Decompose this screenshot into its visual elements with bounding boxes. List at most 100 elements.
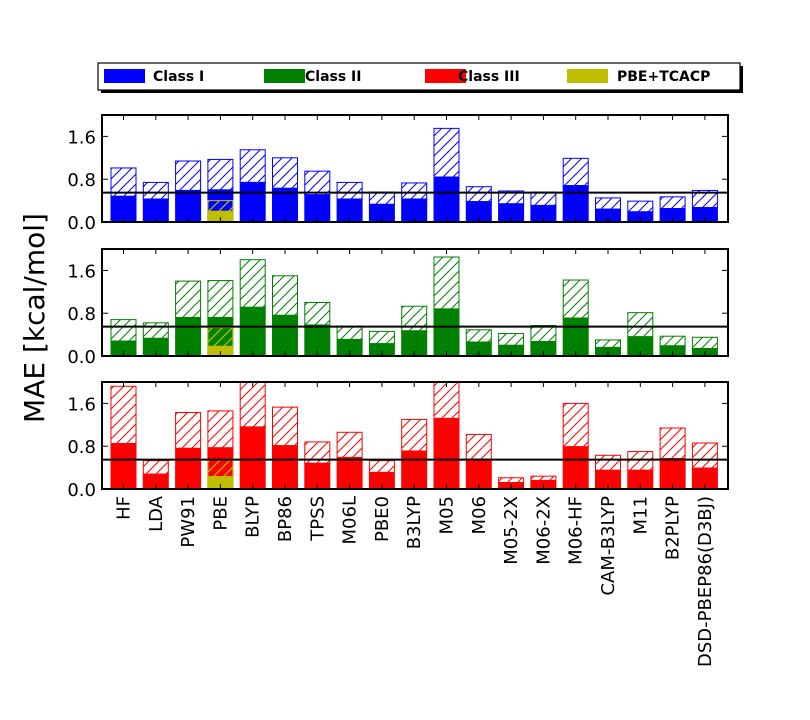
bar-hatched-class-ii-m06l — [336, 325, 363, 340]
y-tick-label-0-0: 0.0 — [67, 347, 96, 368]
x-tick-label-pbe: PBE — [210, 496, 231, 531]
bar-solid-class-ii-m06-hf — [562, 317, 589, 357]
y-tick-label-0-8: 0.8 — [67, 304, 96, 325]
x-tick-label-b2plyp: B2PLYP — [663, 496, 684, 560]
bar-solid-class-iii-b2plyp — [659, 458, 686, 490]
panel-frame-class-iii — [101, 381, 729, 490]
bar-hatched-class-i-m06-hf — [562, 157, 589, 187]
bar-hatched-class-i-m11 — [627, 200, 654, 213]
bar-hatched-class-iii-lda — [142, 460, 169, 475]
legend-label-pbe-tcacp: PBE+TCACP — [617, 69, 710, 85]
bar-solid-class-iii-blyp — [239, 426, 266, 490]
bar-hatched-class-ii-blyp — [239, 259, 266, 308]
bar-hatched-class-iii-pbe — [207, 410, 234, 449]
bar-hatched-class-i-pbe — [207, 158, 234, 191]
bar-hatched-class-ii-cam-b3lyp — [595, 339, 621, 348]
y-axis-label: MAE [kcal/mol] — [18, 213, 51, 423]
bar-hatched-class-iii-pw91 — [175, 411, 202, 449]
legend-label-class-i: Class I — [153, 69, 204, 85]
bar-hatched-class-iii-m06l — [336, 431, 363, 458]
bar-hatched-class-ii-lda — [142, 322, 169, 339]
x-tick-label-tpss: TPSS — [307, 496, 328, 542]
bar-hatched-class-iii-m05 — [433, 381, 460, 419]
bar-hatched-class-ii-b2plyp — [659, 335, 686, 347]
y-tick-label-0-8: 0.8 — [67, 170, 96, 191]
y-tick-label-0-8: 0.8 — [67, 437, 96, 458]
x-tick-label-m06-hf: M06-HF — [566, 496, 587, 565]
x-tick-label-m06: M06 — [469, 496, 490, 534]
y-tick-label-0-0: 0.0 — [67, 480, 96, 501]
bar-hatched-class-ii-pw91 — [175, 280, 202, 318]
x-tick-label-bp86: BP86 — [275, 496, 296, 542]
x-axis-category-labels: HF LDA PW91 PBE BLYP BP86 TPSS M06L PBE0 B3LYP M05… — [114, 495, 716, 667]
bar-hatched-class-iii-hf — [110, 385, 137, 445]
bar-solid-class-ii-blyp — [239, 306, 266, 357]
bar-hatched-class-iii-bp86 — [272, 406, 298, 447]
x-tick-label-m05-2x: M05-2X — [501, 496, 522, 565]
bar-hatched-class-ii-pbe0 — [368, 330, 395, 345]
bar-hatched-class-i-m06 — [465, 186, 492, 203]
bar-hatched-class-i-m05 — [433, 127, 460, 178]
bar-solid-class-ii-m05 — [433, 308, 460, 357]
bar-solid-class-ii-bp86 — [272, 314, 298, 357]
bar-solid-class-i-m06-hf — [562, 185, 589, 223]
legend-label-class-ii: Class II — [305, 69, 361, 85]
bar-hatched-class-ii-m06 — [465, 329, 492, 343]
panel-frame-class-ii — [101, 248, 729, 357]
x-tick-label-pbe0: PBE0 — [372, 496, 393, 542]
bar-hatched-class-i-cam-b3lyp — [595, 197, 621, 210]
bar-solid-class-iii-pw91 — [175, 447, 202, 490]
bar-hatched-class-ii-m05 — [433, 256, 460, 310]
bar-hatched-class-iii-m06-hf — [562, 402, 589, 448]
bar-tcacp-hatched-class-ii — [207, 327, 234, 347]
legend-label-class-iii: Class III — [458, 69, 520, 85]
y-tick-label-1-6: 1.6 — [67, 127, 96, 148]
x-tick-label-blyp: BLYP — [243, 496, 264, 538]
panel-class-i: 0.0 0.8 1.6 — [67, 114, 729, 234]
panel-class-ii: 0.0 0.8 1.6 — [67, 248, 729, 368]
bar-solid-class-i-m05 — [433, 176, 460, 223]
bar-solid-class-i-blyp — [239, 181, 266, 223]
bar-hatched-class-i-blyp — [239, 149, 266, 183]
legend-swatch-class-i — [104, 69, 145, 83]
y-tick-label-1-6: 1.6 — [67, 394, 96, 415]
bar-hatched-class-iii-cam-b3lyp — [595, 454, 621, 471]
x-tick-label-dsd-pbep86-d3bj: DSD-PBEP86(D3BJ) — [695, 496, 716, 667]
bar-hatched-class-ii-pbe — [207, 280, 234, 318]
bar-hatched-class-i-pw91 — [175, 160, 202, 191]
bar-hatched-class-ii-dsd-pbep86-d3bj — [691, 336, 718, 350]
panel-frame-class-i — [101, 114, 729, 223]
bar-hatched-class-ii-m06-2x — [530, 325, 557, 343]
x-tick-label-m11: M11 — [630, 496, 651, 534]
bar-hatched-class-i-b3lyp — [401, 182, 428, 200]
bar-tcacp-hatched-class-iii — [207, 459, 234, 478]
bar-tcacp-hatched-class-i — [207, 200, 234, 212]
x-tick-label-hf: HF — [114, 496, 135, 520]
bar-hatched-class-iii-m11 — [627, 451, 654, 471]
legend-swatch-class-ii — [264, 69, 305, 83]
bar-hatched-class-i-pbe0 — [368, 191, 395, 205]
bar-hatched-class-iii-b2plyp — [659, 427, 686, 460]
bar-hatched-class-i-m06l — [336, 181, 363, 200]
chart-panels: 0.0 0.8 1.6 0.0 0.8 1.6 0.0 0.8 1.6 — [67, 114, 729, 501]
x-tick-label-m06l: M06L — [340, 496, 361, 544]
bar-hatched-class-ii-m05-2x — [498, 333, 525, 346]
bar-solid-class-ii-pw91 — [175, 316, 202, 357]
bar-hatched-class-ii-m11 — [627, 312, 654, 338]
bar-hatched-class-ii-hf — [110, 319, 137, 342]
bar-hatched-class-ii-m06-hf — [562, 279, 589, 319]
bar-hatched-class-i-tpss — [304, 170, 331, 196]
bar-hatched-class-ii-tpss — [304, 302, 331, 326]
bar-hatched-class-iii-m06-2x — [530, 475, 557, 481]
y-tick-label-0-0: 0.0 — [67, 213, 96, 234]
legend-swatch-class-iii — [425, 69, 466, 83]
bar-hatched-class-i-bp86 — [272, 157, 298, 189]
bar-solid-class-iii-m05 — [433, 417, 460, 490]
bar-hatched-class-iii-m05-2x — [498, 477, 525, 484]
panel-class-iii: 0.0 0.8 1.6 — [67, 381, 729, 501]
bar-solid-class-ii-tpss — [304, 324, 331, 357]
x-tick-label-cam-b3lyp: CAM-B3LYP — [598, 496, 619, 596]
y-tick-label-1-6: 1.6 — [67, 261, 96, 282]
bar-hatched-class-i-m06-2x — [530, 191, 557, 206]
bar-hatched-class-iii-dsd-pbep86-d3bj — [691, 442, 718, 469]
